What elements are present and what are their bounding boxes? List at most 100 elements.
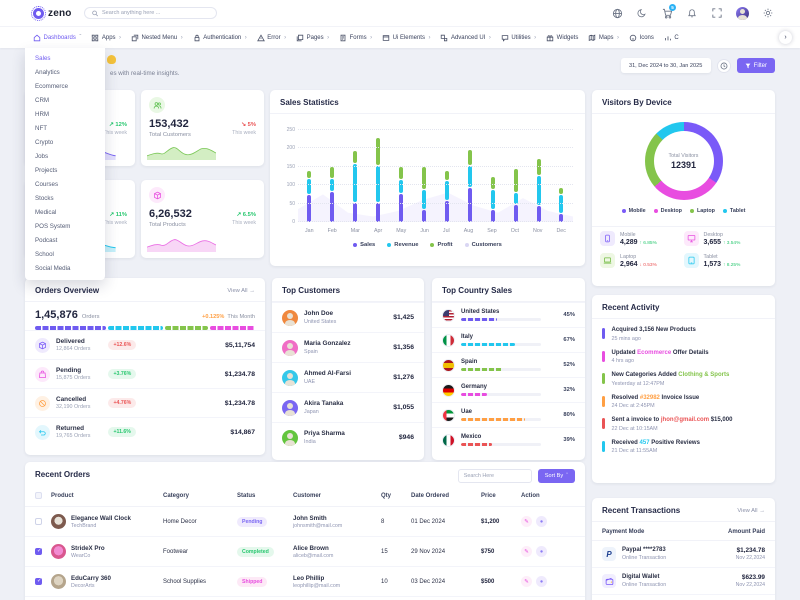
dropdown-item-crypto[interactable]: Crypto [35,139,54,146]
stat-card-total-customers[interactable]: 153,432 Total Customers ↘ 5% This week [141,90,264,166]
bar-group-jun[interactable] [421,130,426,222]
legend-item-profit[interactable]: Profit [430,242,453,248]
customer-row[interactable]: Akira Tanaka Japan $1,055 [272,392,424,422]
row-checkbox[interactable] [35,548,42,555]
nav-item-icons[interactable]: Icons [629,34,654,42]
bar-group-aug[interactable] [467,130,472,222]
view-button[interactable]: ● [536,516,547,527]
stat-card-total-products[interactable]: 6,26,532 Total Products ↗ 6.5% This week [141,180,264,258]
customer-row[interactable]: Priya Sharma India $946 [272,422,424,452]
bar-group-sep[interactable] [490,130,495,222]
dropdown-item-pos-system[interactable]: POS System [35,223,71,230]
order-status-row-cancelled[interactable]: Cancelled 32,190 Orders +4.76% $1,234.78 [25,388,265,417]
nav-item-charts-partial[interactable]: C [664,34,679,42]
dropdown-item-podcast[interactable]: Podcast [35,237,58,244]
row-checkbox[interactable] [35,518,42,525]
dropdown-item-crm[interactable]: CRM [35,97,50,104]
country-row[interactable]: United States 45% [432,302,585,327]
dropdown-item-jobs[interactable]: Jobs [35,153,49,160]
user-avatar[interactable] [736,6,749,20]
nav-item-authentication[interactable]: Authentication › [193,34,247,42]
activity-item[interactable]: Sent a invoice to jhon@gmail.com $15,000… [592,417,775,432]
order-status-row-returned[interactable]: Returned 19,765 Orders +11.6% $14,867 [25,417,265,446]
dropdown-item-school[interactable]: School [35,251,54,258]
nav-item-utilities[interactable]: Utilities › [501,34,536,42]
legend-item-tablet[interactable]: Tablet [722,208,745,214]
legend-item-sales[interactable]: Sales [353,242,375,248]
view-button[interactable]: ● [536,546,547,557]
nav-item-maps[interactable]: Maps › [588,34,619,42]
bar-group-mar[interactable] [353,130,358,222]
nav-item-forms[interactable]: Forms › [339,34,372,42]
legend-item-revenue[interactable]: Revenue [387,242,418,248]
country-row[interactable]: Germany 32% [432,377,585,402]
bar-group-may[interactable] [399,130,404,222]
view-button[interactable]: ● [536,576,547,587]
country-row[interactable]: Uae 80% [432,402,585,427]
bar-group-feb[interactable] [330,130,335,222]
legend-item-desktop[interactable]: Desktop [653,208,682,214]
global-search[interactable] [83,7,217,19]
dropdown-item-courses[interactable]: Courses [35,181,59,188]
order-status-row-pending[interactable]: Pending 15,875 Orders +3.76% $1,234.78 [25,359,265,388]
fullscreen-icon[interactable] [711,7,723,19]
order-table-row[interactable]: Elegance Wall Clock TechBrand Home Decor … [25,507,585,537]
edit-button[interactable]: ✎ [521,576,532,587]
dropdown-item-nft[interactable]: NFT [35,125,48,132]
nav-item-nested-menu[interactable]: Nested Menu › [131,34,183,42]
dropdown-item-hrm[interactable]: HRM [35,111,50,118]
bar-group-oct[interactable] [513,130,518,222]
nav-item-dashboards[interactable]: Dashboards ˇ [33,34,81,42]
row-checkbox[interactable] [35,578,42,585]
date-range-picker[interactable]: 31, Dec 2024 to 30, Jan 2025 [620,58,711,73]
nav-item-advanced-ui[interactable]: Advanced UI › [440,34,491,42]
activity-item[interactable]: New Categories Added Clothing & Sports Ye… [592,372,775,387]
dropdown-item-ecommerce[interactable]: Ecommerce [35,83,69,90]
nav-item-apps[interactable]: Apps › [91,34,121,42]
dropdown-item-medical[interactable]: Medical [35,209,57,216]
order-status-row-delivered[interactable]: Delivered 12,864 Orders +12.6% $5,11,754 [25,330,265,359]
transaction-row[interactable]: Digital Wallet Online Transaction $623.99… [592,568,775,595]
customer-row[interactable]: Maria Gonzalez Spain $1,356 [272,332,424,362]
brand-logo[interactable]: zeno [31,5,72,21]
dropdown-item-projects[interactable]: Projects [35,167,58,174]
transaction-row[interactable]: P Paypal ****2783 Online Transaction $1,2… [592,541,775,568]
activity-item[interactable]: Resolved #32982 Invoice Issue 24 Dec at 2… [592,395,775,409]
customer-row[interactable]: John Doe United States $1,425 [272,302,424,332]
notifications-icon[interactable] [686,7,698,19]
bar-group-jul[interactable] [444,130,449,222]
view-all-link[interactable]: View All → [227,287,255,294]
schedule-icon-button[interactable] [716,58,731,73]
dark-mode-icon[interactable] [636,7,648,19]
customer-row[interactable]: Ahmed Al-Farsi UAE $1,276 [272,362,424,392]
edit-button[interactable]: ✎ [521,546,532,557]
edit-button[interactable]: ✎ [521,516,532,527]
nav-scroll-next-button[interactable]: › [779,31,792,44]
nav-item-pages[interactable]: Pages › [296,34,329,42]
dropdown-item-social-media[interactable]: Social Media [35,265,71,272]
orders-search-input[interactable] [457,469,532,483]
activity-item[interactable]: Updated Ecommerce Offer Details 4 hrs ago [592,350,775,364]
legend-item-laptop[interactable]: Laptop [689,208,715,214]
legend-item-mobile[interactable]: Mobile [621,208,646,214]
legend-item-customers[interactable]: Customers [464,242,502,248]
country-row[interactable]: Spain 52% [432,352,585,377]
cart-icon[interactable]: 5 [661,4,676,19]
nav-item-widgets[interactable]: Widgets [546,34,578,42]
country-row[interactable]: Italy 67% [432,327,585,352]
country-row[interactable]: Mexico 39% [432,427,585,452]
bar-group-apr[interactable] [376,130,381,222]
settings-gear-icon[interactable] [762,7,774,19]
select-all-checkbox[interactable] [35,492,42,499]
bar-group-dec[interactable] [559,130,564,222]
global-search-input[interactable] [101,10,209,16]
filter-button[interactable]: Filter [736,58,775,73]
view-all-link[interactable]: View All → [737,507,765,514]
dropdown-item-analytics[interactable]: Analytics [35,69,60,76]
nav-item-ui-elements[interactable]: Ui Elements › [382,34,430,42]
bar-group-nov[interactable] [536,130,541,222]
activity-item[interactable]: Received 457 Positive Reviews 21 Dec at 1… [592,440,775,454]
translate-icon[interactable] [611,7,623,19]
